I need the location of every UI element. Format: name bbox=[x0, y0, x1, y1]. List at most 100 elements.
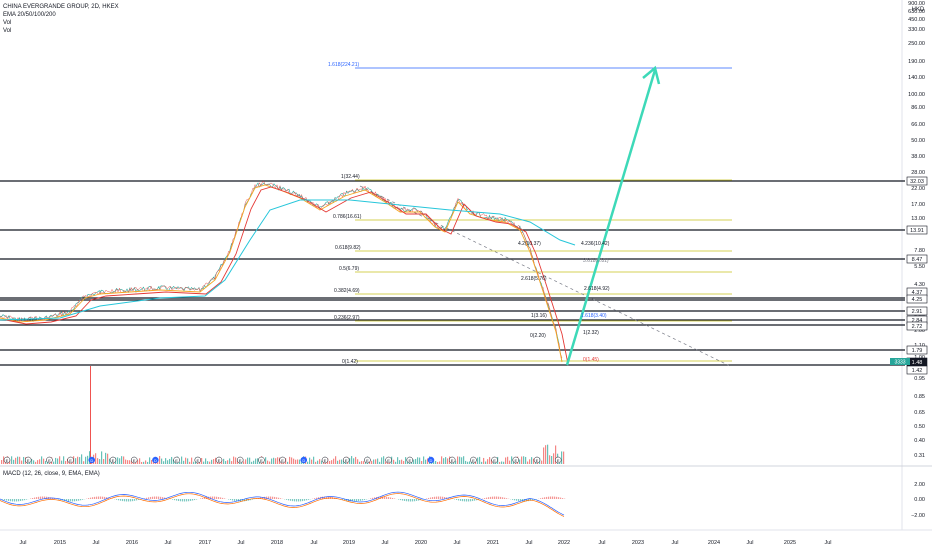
volume-bar bbox=[33, 460, 35, 464]
macd-histogram-bar bbox=[118, 499, 120, 501]
price-badge-label: 4.37 bbox=[912, 290, 923, 296]
volume-bar bbox=[125, 459, 127, 464]
volume-bar bbox=[553, 453, 555, 464]
volume-bar bbox=[171, 456, 173, 464]
event-marker[interactable] bbox=[3, 456, 11, 464]
event-marker[interactable] bbox=[512, 456, 520, 464]
projection-arrow[interactable] bbox=[565, 65, 661, 366]
macd-histogram-bar bbox=[562, 498, 564, 499]
volume-bar bbox=[435, 460, 437, 464]
macd-histogram-bar bbox=[24, 499, 26, 501]
macd-histogram-bar bbox=[436, 496, 438, 499]
event-marker[interactable] bbox=[279, 456, 286, 464]
volume-bar bbox=[499, 461, 501, 464]
price-tick: 22.00 bbox=[911, 186, 925, 192]
event-marker[interactable] bbox=[88, 456, 96, 464]
indicator-vol-legend-2[interactable]: Vol bbox=[3, 28, 12, 34]
event-marker[interactable] bbox=[470, 456, 477, 464]
volume-bar bbox=[415, 458, 417, 464]
macd-histogram-bar bbox=[542, 497, 544, 499]
volume-bar bbox=[311, 459, 313, 464]
macd-histogram-bar bbox=[54, 498, 56, 499]
macd-histogram-bar bbox=[518, 499, 520, 502]
time-axis[interactable]: Jul 2015 Jul 2016 Jul 2017 Jul 2018 Jul 2019 Jul 20… bbox=[19, 540, 831, 546]
indicator-vol-legend[interactable]: Vol bbox=[3, 20, 12, 26]
event-marker[interactable] bbox=[406, 456, 414, 464]
volume-bar bbox=[379, 461, 381, 464]
event-marker[interactable] bbox=[24, 456, 32, 464]
event-marker[interactable] bbox=[554, 456, 562, 464]
event-marker[interactable] bbox=[491, 456, 498, 464]
event-marker[interactable] bbox=[215, 456, 223, 464]
macd-histogram-bar bbox=[52, 497, 54, 499]
event-marker[interactable] bbox=[258, 456, 265, 464]
volume-bar bbox=[511, 456, 513, 464]
event-marker[interactable] bbox=[533, 456, 541, 464]
event-marker-label: D bbox=[430, 458, 433, 463]
indicator-ema-legend[interactable]: EMA 20/50/100/200 bbox=[3, 12, 56, 18]
volume-bar bbox=[151, 459, 153, 464]
time-tick: Jul bbox=[381, 540, 388, 546]
macd-histogram-bar bbox=[560, 497, 562, 499]
symbol-title[interactable]: CHINA EVERGRANDE GROUP, 2D, HKEX bbox=[3, 4, 119, 10]
volume-bar bbox=[277, 457, 279, 464]
horizontal-lines[interactable] bbox=[0, 180, 905, 366]
price-tick: 13.00 bbox=[911, 216, 925, 222]
price-tick: 2.00 bbox=[914, 328, 925, 334]
macd-histogram-bar bbox=[306, 499, 308, 501]
event-marker[interactable] bbox=[427, 456, 435, 464]
event-marker[interactable] bbox=[194, 456, 202, 464]
macd-legend[interactable]: MACD (12, 26, close, 9, EMA, EMA) bbox=[3, 471, 100, 477]
event-marker[interactable] bbox=[46, 456, 53, 464]
macd-histogram-bar bbox=[398, 499, 400, 500]
ema-20 bbox=[0, 184, 563, 363]
event-marker[interactable] bbox=[109, 456, 117, 464]
event-marker[interactable] bbox=[321, 456, 329, 464]
macd-histogram-bar bbox=[74, 499, 76, 502]
macd-histogram-bar bbox=[402, 499, 404, 501]
macd-histogram-bar bbox=[138, 499, 140, 500]
macd-histogram-bar bbox=[354, 499, 356, 502]
fib-label-5: 0.5(6.79) bbox=[339, 266, 359, 272]
time-tick: Jul bbox=[237, 540, 244, 546]
macd-histogram-bar bbox=[192, 499, 194, 501]
volume-bar bbox=[99, 459, 101, 464]
macd-histogram-bar bbox=[6, 499, 8, 501]
fib-retracement[interactable] bbox=[355, 67, 732, 367]
time-tick: 2020 bbox=[415, 540, 427, 546]
macd-histogram-bar bbox=[242, 499, 244, 502]
event-marker[interactable] bbox=[300, 456, 308, 464]
macd-histogram-bar bbox=[356, 499, 358, 502]
volume-bar bbox=[265, 457, 267, 464]
event-marker[interactable] bbox=[152, 456, 159, 464]
event-marker[interactable] bbox=[67, 456, 74, 464]
event-marker[interactable] bbox=[236, 456, 244, 464]
event-marker[interactable] bbox=[385, 456, 392, 464]
volume-bar bbox=[425, 459, 427, 464]
event-marker[interactable] bbox=[448, 456, 456, 464]
macd-histogram-bar bbox=[238, 499, 240, 502]
price-tick: 140.00 bbox=[908, 75, 925, 81]
volume-bar bbox=[341, 459, 343, 464]
volume-bar bbox=[109, 458, 111, 464]
event-marker[interactable] bbox=[342, 456, 350, 464]
volume-bar bbox=[129, 460, 131, 464]
price-badge-label: 2.91 bbox=[912, 309, 923, 315]
event-marker[interactable] bbox=[130, 456, 138, 464]
event-marker[interactable] bbox=[173, 456, 180, 464]
volume-bar bbox=[375, 459, 377, 464]
volume-bar bbox=[17, 456, 19, 464]
macd-histogram-bar bbox=[68, 499, 70, 502]
macd-histogram-bar bbox=[286, 499, 288, 500]
macd-histogram-bar bbox=[268, 496, 270, 499]
event-marker[interactable] bbox=[364, 456, 371, 464]
volume-bar bbox=[437, 461, 439, 464]
volume-bar bbox=[275, 458, 277, 464]
volume-bar bbox=[481, 461, 483, 464]
macd-histogram-bar bbox=[490, 496, 492, 499]
volume-bar bbox=[441, 456, 443, 464]
volume-bar bbox=[555, 445, 557, 464]
macd-histogram-bar bbox=[372, 497, 374, 499]
macd-histogram-bar bbox=[42, 496, 44, 499]
